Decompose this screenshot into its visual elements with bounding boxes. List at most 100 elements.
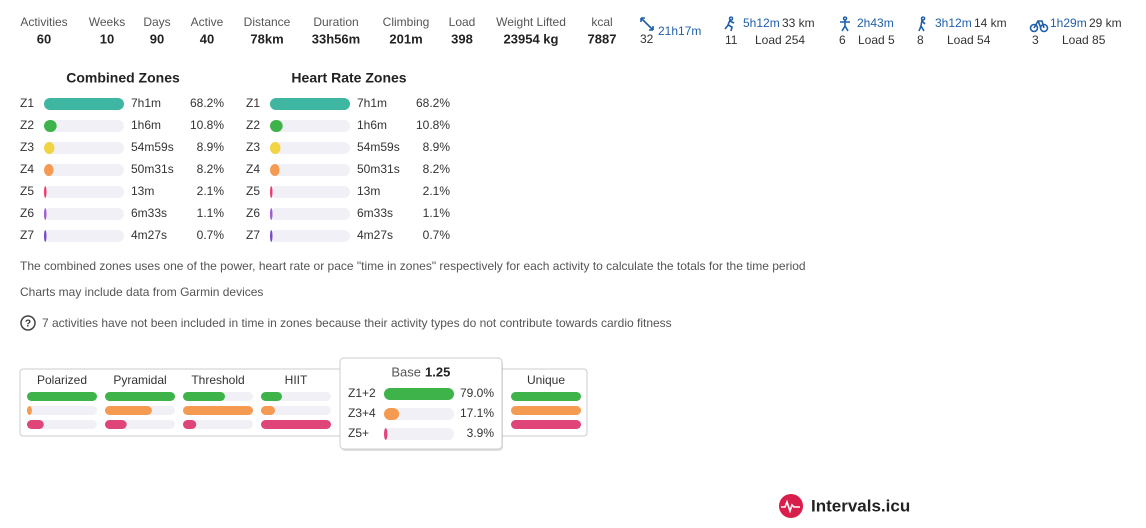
sport-count: 11	[725, 33, 738, 47]
sport-load: Load 54	[947, 33, 991, 47]
note: Charts may include data from Garmin devi…	[20, 285, 263, 299]
zone-bar	[270, 142, 281, 154]
zone-bar	[44, 208, 47, 220]
popup-pct: 79.0%	[460, 386, 494, 400]
distribution-track	[27, 420, 97, 429]
zone-bar	[44, 164, 54, 176]
zone-pct: 68.2%	[416, 96, 450, 110]
zone-label: Z3	[20, 140, 34, 154]
zone-track	[270, 208, 350, 220]
sport-time: 21h17m	[658, 24, 701, 38]
brand-logo-pulse	[781, 499, 800, 514]
zone-time: 50m31s	[357, 162, 400, 176]
zone-time: 6m33s	[357, 206, 393, 220]
popup-zone: Z3+4	[348, 406, 376, 420]
popup-track	[384, 428, 454, 440]
zone-pct: 2.1%	[423, 184, 451, 198]
sport-load: Load 85	[1062, 33, 1106, 47]
stat-value: 23954 kg	[504, 31, 559, 46]
distribution-track	[261, 406, 331, 415]
zone-track	[44, 120, 124, 132]
zone-label: Z5	[246, 184, 260, 198]
zone-label: Z4	[246, 162, 260, 176]
popup-pct: 17.1%	[460, 406, 494, 420]
zone-bar	[270, 230, 273, 242]
zone-label: Z5	[20, 184, 34, 198]
distribution-bar	[261, 406, 275, 415]
sport-count: 32	[640, 32, 654, 46]
distribution-track	[27, 406, 97, 415]
icon-run	[724, 16, 735, 32]
sport-time: 2h43m	[857, 16, 894, 30]
distribution-track	[183, 420, 253, 429]
zone-pct: 0.7%	[423, 228, 451, 242]
icon-walk	[918, 16, 926, 32]
sport-distance: 14 km	[974, 16, 1007, 30]
popup	[339, 357, 503, 450]
popup-bar	[384, 388, 454, 400]
sport-count: 3	[1032, 33, 1039, 47]
popup-pct: 3.9%	[467, 426, 495, 440]
zone-time: 13m	[131, 184, 154, 198]
zone-time: 4m27s	[131, 228, 167, 242]
stat-label: Days	[143, 15, 170, 29]
zone-label: Z1	[20, 96, 34, 110]
stat-value: 78km	[250, 31, 283, 46]
zone-pct: 0.7%	[197, 228, 225, 242]
zone-bar	[270, 120, 283, 132]
zone-label: Z2	[20, 118, 34, 132]
popup-bar	[384, 408, 400, 420]
zone-time: 7h1m	[357, 96, 387, 110]
zone-bar	[44, 120, 57, 132]
stat-value: 398	[451, 31, 473, 46]
zone-label: Z3	[246, 140, 260, 154]
zone-time: 54m59s	[131, 140, 174, 154]
distribution-bar	[261, 420, 331, 429]
zone-bar	[44, 186, 47, 198]
zone-track	[44, 186, 124, 198]
sport-distance: 33 km	[782, 16, 815, 30]
zone-bar	[44, 142, 55, 154]
sport-load: Load 5	[858, 33, 895, 47]
zone-label: Z7	[20, 228, 34, 242]
stat-value: 90	[150, 31, 164, 46]
zone-label: Z6	[246, 206, 260, 220]
zone-time: 7h1m	[131, 96, 161, 110]
zone-bar	[44, 230, 47, 242]
stat-value: 10	[100, 31, 114, 46]
zone-label: Z1	[246, 96, 260, 110]
stat-value: 60	[37, 31, 51, 46]
note: 7 activities have not been included in t…	[42, 316, 672, 330]
zone-pct: 8.2%	[423, 162, 451, 176]
zone-track	[270, 230, 350, 242]
stat-value: 33h56m	[312, 31, 360, 46]
zone-track	[44, 230, 124, 242]
help-icon	[20, 315, 36, 331]
stat-label: Climbing	[383, 15, 430, 29]
zone-time: 13m	[357, 184, 380, 198]
distribution-bar	[261, 392, 282, 401]
zone-time: 1h6m	[131, 118, 161, 132]
icon-ride-frame	[1033, 20, 1045, 29]
zone-time: 50m31s	[131, 162, 174, 176]
note: The combined zones uses one of the power…	[20, 259, 806, 273]
sport-distance: 29 km	[1089, 16, 1122, 30]
distribution-bar	[105, 420, 127, 429]
icon-other	[840, 16, 850, 32]
stat-value: 201m	[389, 31, 422, 46]
zone-track	[44, 164, 124, 176]
zones-title: Heart Rate Zones	[291, 70, 406, 86]
stat-label: Active	[191, 15, 224, 29]
brand: Intervals.icu	[811, 496, 910, 515]
zone-track	[270, 186, 350, 198]
zone-bar	[270, 164, 280, 176]
zone-bar	[270, 208, 273, 220]
sport-time: 5h12m	[743, 16, 780, 30]
zone-pct: 1.1%	[197, 206, 225, 220]
sport-time: 3h12m	[935, 16, 972, 30]
distribution-bar	[27, 420, 44, 429]
stat-label: kcal	[591, 15, 612, 29]
zone-track	[44, 208, 124, 220]
distribution-name: Unique	[527, 373, 565, 387]
zone-label: Z6	[20, 206, 34, 220]
